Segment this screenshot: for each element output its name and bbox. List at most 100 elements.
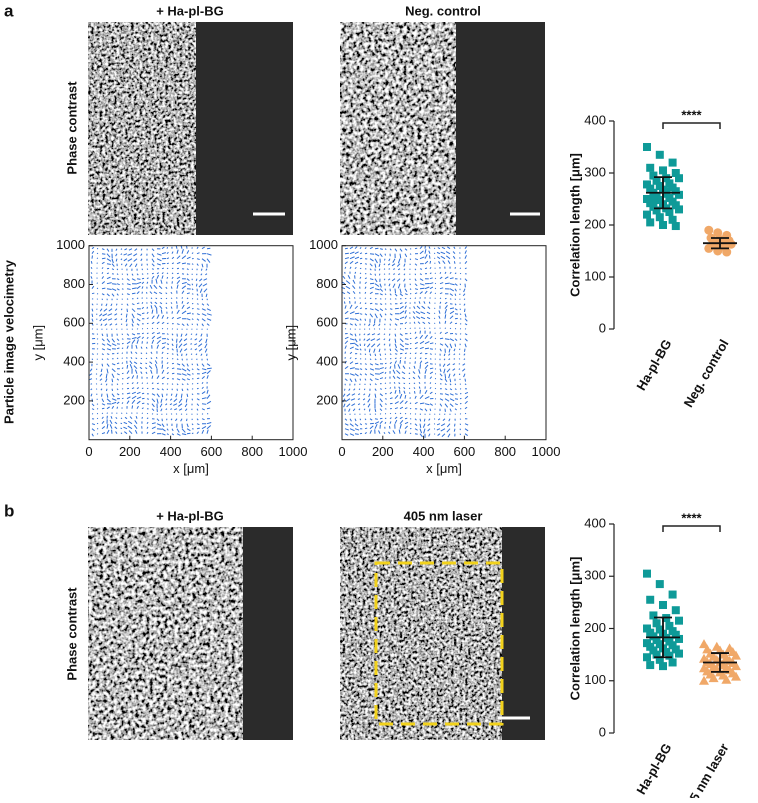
piv-vector — [465, 407, 467, 408]
piv-vector — [151, 352, 152, 354]
piv-vector — [388, 264, 390, 265]
piv-vector — [355, 257, 359, 259]
piv-vector — [395, 319, 399, 320]
piv-vector — [142, 302, 143, 303]
piv-vector — [152, 254, 154, 257]
piv-vector — [434, 323, 435, 324]
piv-vector — [364, 329, 365, 330]
piv-vector — [171, 298, 172, 299]
piv-vector — [355, 334, 356, 337]
piv-vector — [445, 305, 447, 308]
piv-vector — [146, 372, 147, 374]
piv-vector — [147, 383, 148, 384]
piv-vector — [415, 269, 416, 270]
piv-vector — [355, 419, 356, 421]
piv-vector — [435, 349, 436, 350]
piv-vector — [186, 414, 187, 415]
piv-vector — [355, 247, 357, 249]
piv-vector — [414, 387, 415, 388]
piv-vector — [92, 251, 94, 254]
piv-vector — [379, 274, 380, 276]
piv-vector — [404, 264, 405, 267]
piv-vector — [192, 369, 193, 370]
piv-vector — [429, 419, 430, 421]
piv-vector — [419, 387, 420, 389]
micrograph — [340, 527, 545, 740]
piv-vector — [465, 247, 467, 249]
piv-vector — [97, 359, 98, 360]
piv-vector — [177, 359, 178, 360]
piv-vector — [360, 314, 362, 315]
micrograph — [340, 22, 545, 235]
piv-vector — [439, 261, 440, 263]
piv-vector — [142, 286, 143, 288]
piv-vector — [182, 384, 183, 385]
piv-vector — [202, 247, 205, 249]
piv-vector — [365, 314, 367, 315]
piv-vector — [355, 379, 356, 382]
piv-vector — [187, 257, 191, 259]
piv-vector — [152, 259, 154, 263]
piv-vector — [364, 394, 365, 395]
piv-vector — [177, 310, 179, 314]
piv-vector — [375, 394, 376, 398]
data-point — [659, 221, 667, 229]
piv-vector — [355, 252, 359, 254]
piv-vector — [419, 301, 420, 303]
piv-vector — [199, 339, 202, 342]
piv-vector — [187, 269, 189, 270]
piv-vector — [182, 263, 186, 264]
piv-vector — [385, 294, 386, 295]
piv-vector — [96, 389, 97, 390]
piv-vector — [405, 422, 408, 423]
piv-vector — [117, 394, 119, 395]
piv-vector — [202, 430, 204, 434]
piv-vector — [420, 395, 423, 398]
piv-vector — [350, 374, 355, 376]
piv-vector — [363, 399, 365, 400]
piv-vector — [371, 339, 375, 341]
piv-vector — [202, 387, 203, 389]
piv-vector — [152, 332, 154, 333]
piv-vector — [428, 322, 430, 323]
piv-vector — [172, 429, 173, 431]
y-tick-label: 1000 — [56, 237, 85, 252]
piv-vector — [134, 362, 137, 364]
piv-vector — [137, 303, 139, 304]
piv-vector — [465, 424, 468, 425]
piv-vector — [445, 384, 446, 385]
piv-vector — [380, 368, 384, 369]
piv-vector — [178, 404, 182, 407]
piv-vector — [151, 302, 152, 304]
piv-vector — [420, 292, 423, 294]
piv-vector — [349, 298, 350, 299]
piv-vector — [177, 374, 181, 375]
piv-vector — [101, 389, 102, 391]
piv-vector — [182, 305, 184, 309]
piv-vector — [102, 288, 105, 289]
piv-vector — [400, 294, 403, 296]
piv-vector — [108, 314, 112, 316]
piv-vector — [167, 362, 168, 363]
piv-vector — [425, 342, 429, 344]
piv-vector — [430, 372, 433, 374]
piv-vector — [187, 307, 190, 309]
piv-vector — [385, 377, 386, 378]
piv-vector — [166, 287, 167, 289]
piv-vector — [355, 429, 359, 430]
piv-vector — [455, 273, 456, 274]
piv-vector — [207, 375, 208, 378]
piv-vector — [450, 384, 451, 385]
piv-vector — [440, 344, 443, 346]
piv-vector — [202, 426, 206, 428]
piv-vector — [157, 259, 161, 261]
piv-vector — [420, 246, 422, 248]
piv-vector — [465, 268, 467, 269]
x-axis-label: x [μm] — [426, 461, 462, 476]
piv-vector — [450, 394, 454, 395]
piv-vector — [187, 313, 191, 314]
piv-vector — [380, 254, 382, 257]
axes-frame — [89, 246, 293, 440]
x-tick-label: 200 — [372, 444, 394, 459]
piv-vector — [121, 423, 122, 424]
